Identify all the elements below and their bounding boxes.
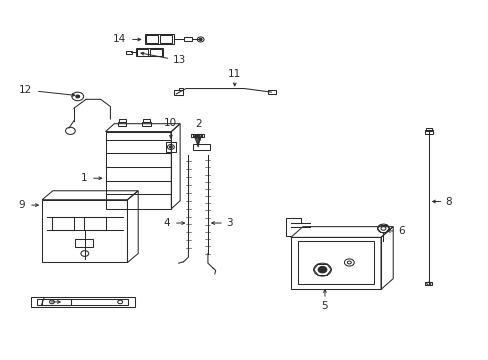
Bar bbox=[83, 217, 105, 230]
Bar bbox=[52, 217, 74, 230]
Text: 7: 7 bbox=[38, 297, 44, 307]
Bar bbox=[290, 237, 380, 289]
Text: 13: 13 bbox=[172, 54, 185, 64]
Bar bbox=[42, 299, 71, 305]
Bar bbox=[198, 134, 203, 137]
Circle shape bbox=[318, 266, 326, 273]
Bar bbox=[150, 49, 161, 55]
Text: 10: 10 bbox=[164, 118, 177, 128]
Bar bbox=[191, 134, 197, 137]
Circle shape bbox=[169, 146, 172, 148]
Text: 6: 6 bbox=[397, 226, 404, 236]
Circle shape bbox=[199, 39, 202, 41]
Bar bbox=[105, 132, 171, 209]
Bar bbox=[193, 144, 210, 149]
Text: 1: 1 bbox=[81, 173, 87, 183]
Bar bbox=[118, 122, 126, 126]
Bar bbox=[142, 122, 151, 126]
Text: 9: 9 bbox=[19, 200, 25, 210]
Bar bbox=[267, 90, 275, 94]
Bar bbox=[137, 49, 148, 55]
Bar bbox=[119, 120, 125, 122]
Text: 8: 8 bbox=[445, 197, 451, 207]
Bar bbox=[74, 239, 93, 247]
Bar bbox=[298, 241, 373, 284]
Bar bbox=[193, 134, 198, 137]
Bar bbox=[194, 134, 200, 136]
Bar bbox=[165, 142, 176, 152]
Bar bbox=[146, 36, 158, 43]
Bar bbox=[144, 35, 173, 44]
Bar bbox=[136, 48, 163, 56]
Text: 5: 5 bbox=[321, 301, 327, 311]
Bar bbox=[126, 51, 132, 54]
Bar bbox=[196, 134, 202, 137]
Text: 3: 3 bbox=[226, 218, 233, 228]
Bar bbox=[183, 37, 192, 41]
Circle shape bbox=[76, 95, 80, 98]
Text: 11: 11 bbox=[228, 69, 241, 79]
Bar bbox=[173, 90, 182, 95]
Bar bbox=[425, 128, 431, 131]
Text: 14: 14 bbox=[113, 35, 126, 44]
Bar bbox=[425, 282, 431, 285]
Text: 2: 2 bbox=[194, 119, 201, 129]
Bar bbox=[42, 299, 71, 305]
Bar bbox=[159, 36, 172, 43]
Text: 12: 12 bbox=[19, 85, 32, 95]
Bar bbox=[178, 88, 182, 90]
Text: 4: 4 bbox=[163, 218, 170, 228]
Bar bbox=[424, 130, 432, 134]
Bar bbox=[42, 200, 127, 262]
Bar bbox=[143, 120, 150, 122]
